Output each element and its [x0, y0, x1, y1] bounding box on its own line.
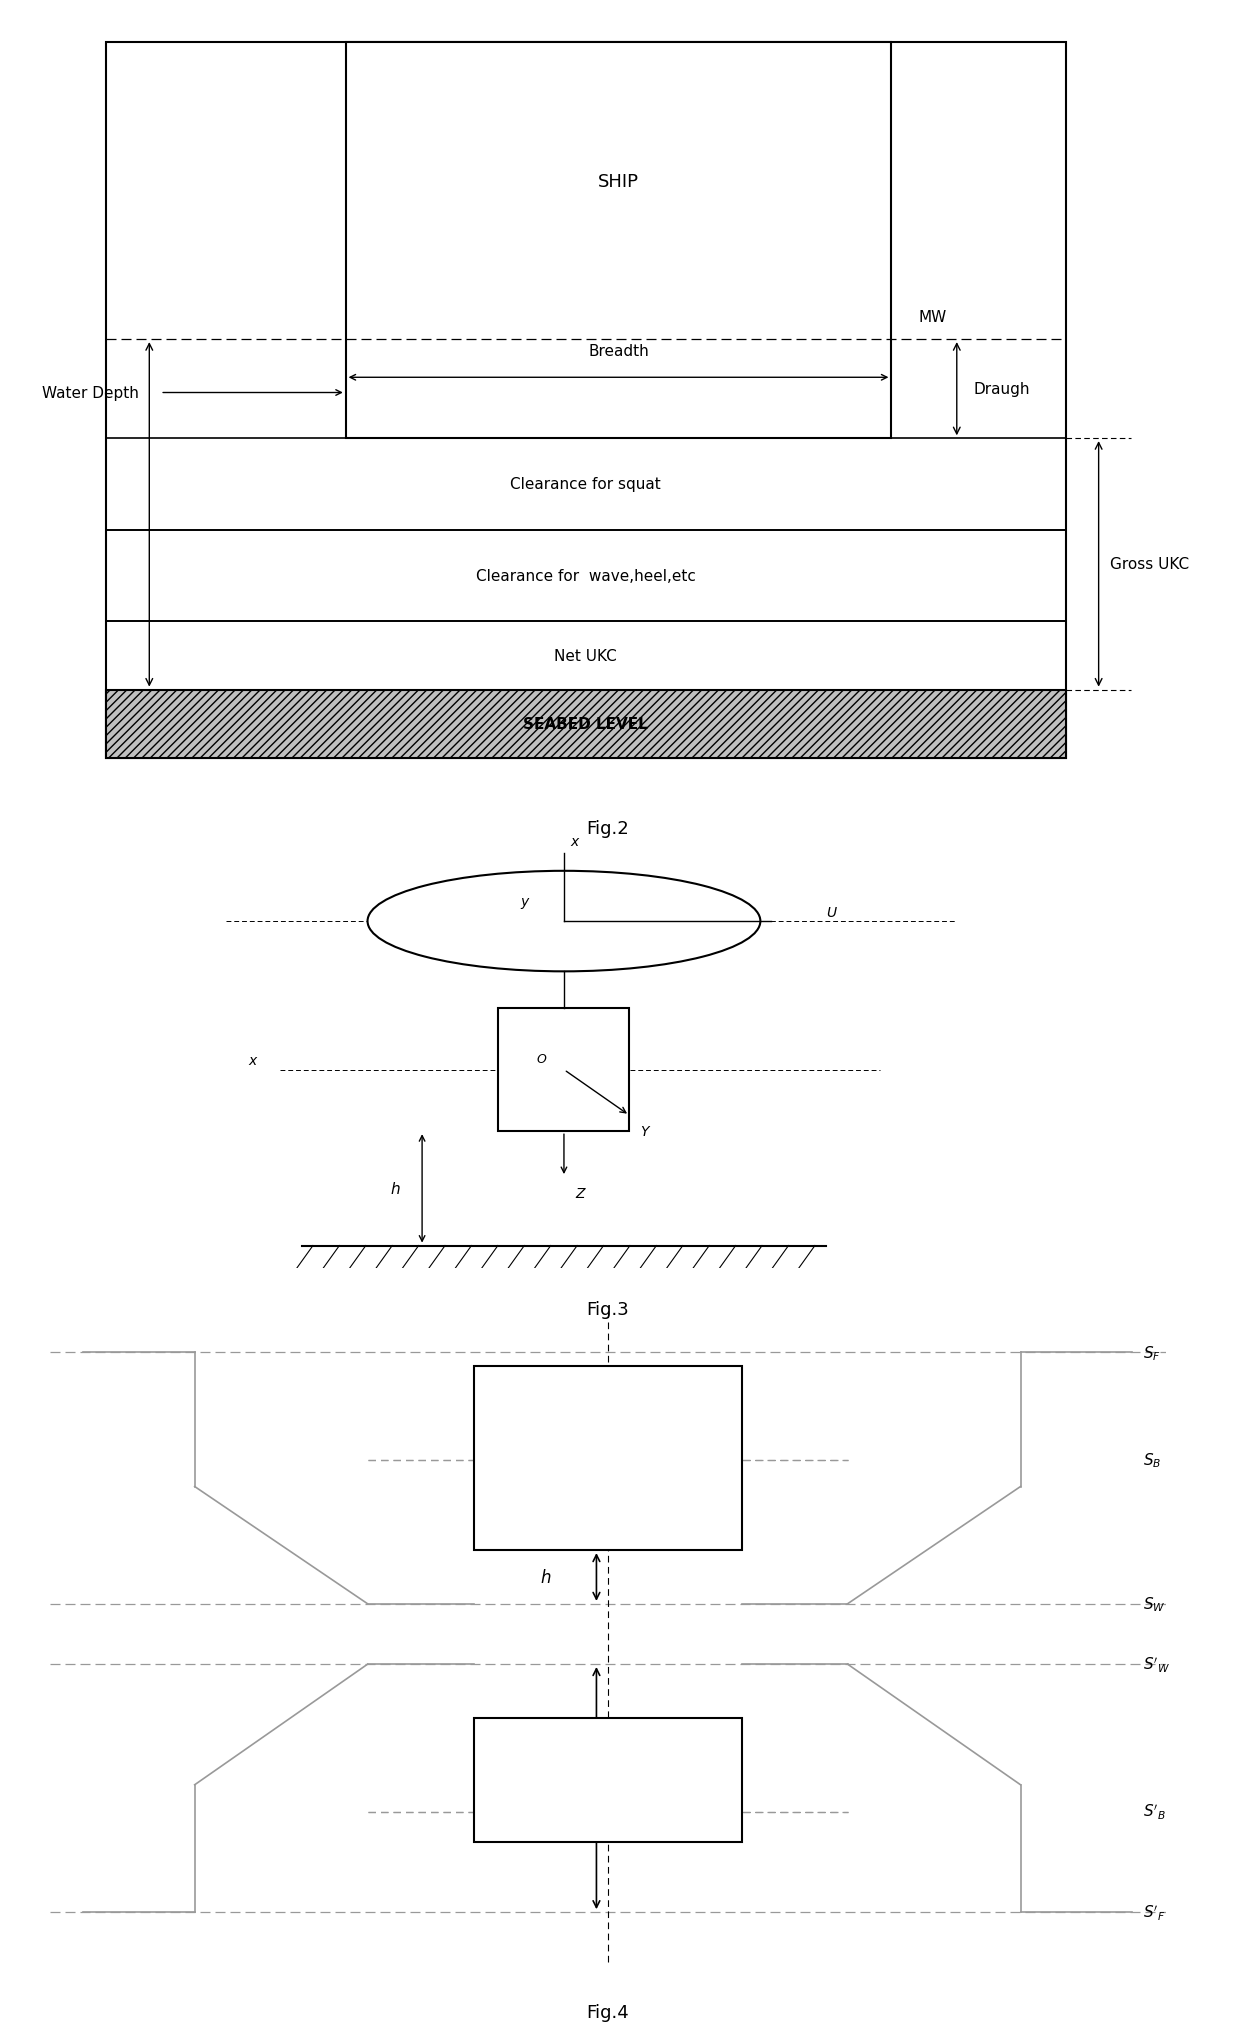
Bar	[105, 621, 1066, 690]
Text: $x$: $x$	[569, 834, 580, 849]
Bar	[105, 43, 1066, 759]
Text: $y$: $y$	[521, 895, 531, 911]
Text: $O$: $O$	[536, 1052, 548, 1066]
Text: $S'_W$: $S'_W$	[1143, 1654, 1171, 1675]
Text: Fig.4: Fig.4	[587, 2002, 629, 2020]
Text: $h$: $h$	[389, 1181, 401, 1198]
Bar	[346, 43, 892, 438]
Text: $Y$: $Y$	[640, 1125, 652, 1139]
Text: SEABED LEVEL: SEABED LEVEL	[523, 717, 649, 733]
Text: $x$: $x$	[248, 1054, 258, 1068]
Text: $S_W$: $S_W$	[1143, 1596, 1166, 1614]
Text: Clearance for squat: Clearance for squat	[511, 477, 661, 491]
Text: $h$: $h$	[541, 1569, 552, 1585]
Text: $U$: $U$	[826, 905, 838, 920]
Text: Fig.3: Fig.3	[587, 1301, 629, 1320]
Text: Fig.2: Fig.2	[587, 820, 629, 838]
Text: Water Depth: Water Depth	[41, 386, 139, 400]
Bar	[498, 1009, 630, 1133]
Text: $Z$: $Z$	[575, 1186, 587, 1200]
Bar	[105, 438, 1066, 530]
Text: Draugh: Draugh	[973, 382, 1029, 398]
Text: Breadth: Breadth	[588, 343, 649, 359]
Text: $S_F$: $S_F$	[1143, 1344, 1161, 1362]
Text: $S'_F$: $S'_F$	[1143, 1902, 1166, 1922]
Bar	[474, 1366, 742, 1551]
Text: $h$: $h$	[541, 1778, 552, 1797]
Text: Gross UKC: Gross UKC	[1110, 556, 1189, 572]
Bar	[105, 530, 1066, 621]
Text: MW: MW	[919, 311, 947, 325]
Bar	[474, 1717, 742, 1841]
Text: SHIP: SHIP	[598, 173, 639, 191]
Text: Clearance for  wave,heel,etc: Clearance for wave,heel,etc	[476, 568, 696, 583]
Text: Net UKC: Net UKC	[554, 648, 618, 664]
Text: $S'_B$: $S'_B$	[1143, 1803, 1167, 1821]
Text: $S_B$: $S_B$	[1143, 1451, 1162, 1470]
Ellipse shape	[367, 871, 760, 972]
Bar	[105, 690, 1066, 759]
